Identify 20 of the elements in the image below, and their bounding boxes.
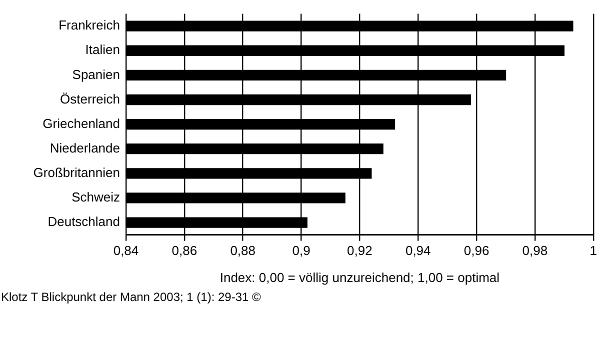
x-tick-label: 0,98 xyxy=(522,243,548,258)
y-tick-label: Deutschland xyxy=(48,214,120,230)
text: Klotz T Blickpunkt der Mann 2003; 1 (1): 29-31 © xyxy=(1,290,261,304)
y-tick-label: Schweiz xyxy=(72,190,120,205)
x-tick-label: 0,84 xyxy=(113,243,139,258)
x-axis-title: Index: 0,00 = völlig unzureichend; 1,00 = optimal xyxy=(220,270,500,285)
x-tick-label: 1 xyxy=(590,243,597,258)
y-tick-label: Italien xyxy=(85,42,120,58)
y-tick-label: Österreich xyxy=(60,91,120,106)
x-tick-label: 0,92 xyxy=(347,243,372,258)
x-tick-label: 0,9 xyxy=(292,243,310,258)
x-tick-label: 0,94 xyxy=(405,243,431,258)
y-tick-label: Spanien xyxy=(72,66,120,82)
x-tick-label: 0,88 xyxy=(230,243,256,258)
x-tick-label: 0,86 xyxy=(172,243,198,258)
y-tick-label: Frankreich xyxy=(58,18,120,33)
y-tick-label: Griechenland xyxy=(42,116,120,131)
y-tick-label: Niederlande xyxy=(50,140,120,156)
x-tick-label: 0,96 xyxy=(464,243,490,258)
y-tick-label: Großbritannien xyxy=(33,164,120,180)
